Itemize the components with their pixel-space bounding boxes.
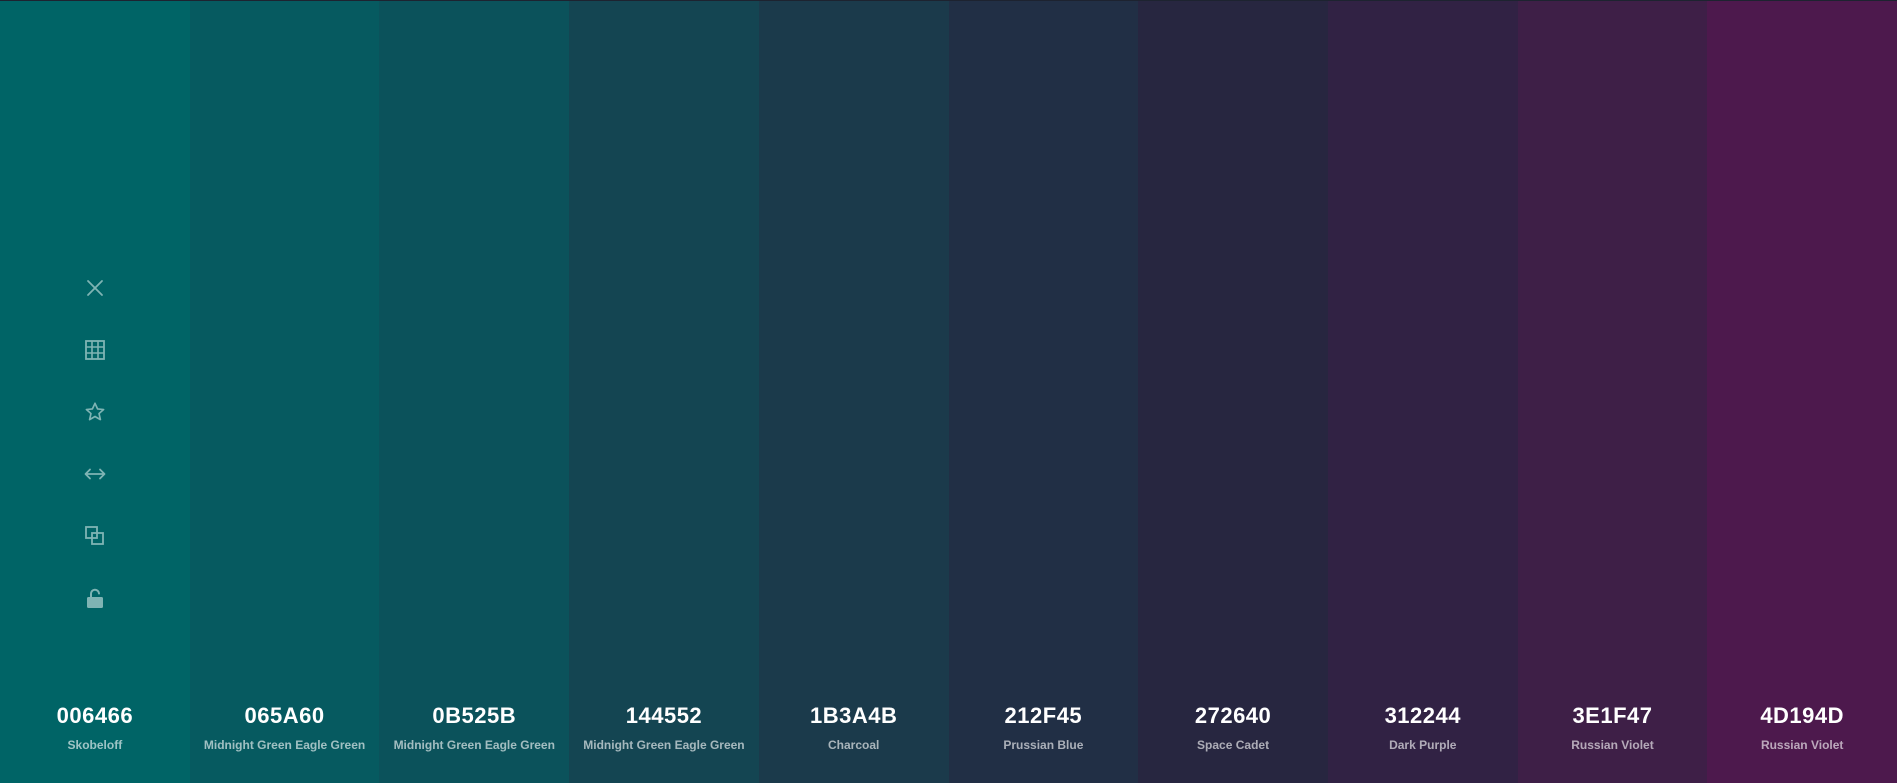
swatch-info: 065A60 Midnight Green Eagle Green (190, 701, 380, 753)
remove-color-button[interactable] (77, 270, 113, 306)
color-name: Russian Violet (1760, 738, 1844, 752)
swatch-info: 4D194D Russian Violet (1707, 701, 1897, 753)
swatch-1[interactable]: 006466 Skobeloff (0, 1, 190, 783)
hex-code[interactable]: 006466 (56, 703, 134, 728)
copy-icon (84, 526, 104, 545)
swatch-info: 0B525B Midnight Green Eagle Green (379, 701, 569, 753)
swatch-10[interactable]: 4D194D Russian Violet (1707, 1, 1897, 783)
swatch-info: 006466 Skobeloff (0, 701, 190, 753)
color-name: Midnight Green Eagle Green (583, 738, 745, 752)
swatch-8[interactable]: 312244 Dark Purple (1327, 1, 1518, 783)
drag-color-button[interactable] (77, 456, 113, 492)
swatch-info: 272640 Space Cadet (1138, 701, 1328, 753)
favorite-star-icon (85, 402, 105, 421)
view-shades-icon (84, 340, 105, 360)
color-name: Dark Purple (1389, 738, 1457, 752)
save-color-button[interactable] (77, 394, 113, 430)
hex-code[interactable]: 3E1F47 (1572, 703, 1653, 728)
hex-code[interactable]: 0B525B (432, 703, 517, 728)
swatch-info: 1B3A4B Charcoal (759, 701, 949, 753)
color-name: Midnight Green Eagle Green (203, 738, 366, 752)
toggle-lock-button[interactable] (77, 580, 113, 616)
copy-color-button[interactable] (77, 518, 113, 554)
swatch-info: 212F45 Prussian Blue (949, 701, 1139, 753)
swatch-toolbar (0, 270, 190, 642)
swatch-4[interactable]: 144552 Midnight Green Eagle Green (569, 1, 759, 783)
color-name: Russian Violet (1571, 738, 1654, 752)
hex-code[interactable]: 212F45 (1004, 703, 1083, 728)
swatch-info: 3E1F47 Russian Violet (1518, 701, 1708, 753)
hex-code[interactable]: 144552 (625, 703, 703, 728)
color-name: Skobeloff (67, 738, 123, 752)
hex-code[interactable]: 1B3A4B (809, 703, 898, 728)
color-name: Space Cadet (1197, 738, 1270, 752)
unlock-icon (86, 588, 103, 608)
swatch-9[interactable]: 3E1F47 Russian Violet (1517, 1, 1708, 783)
color-name: Midnight Green Eagle Green (393, 738, 555, 752)
swatch-3[interactable]: 0B525B Midnight Green Eagle Green (379, 1, 570, 783)
hex-code[interactable]: 312244 (1384, 703, 1461, 728)
drag-move-icon (84, 468, 106, 480)
swatch-2[interactable]: 065A60 Midnight Green Eagle Green (189, 1, 380, 783)
swatch-5[interactable]: 1B3A4B Charcoal (758, 1, 949, 783)
close-icon (86, 280, 103, 296)
view-shades-button[interactable] (77, 332, 113, 368)
color-name: Prussian Blue (1003, 738, 1084, 752)
swatch-info: 312244 Dark Purple (1328, 701, 1518, 753)
hex-code[interactable]: 065A60 (244, 703, 325, 728)
swatch-6[interactable]: 212F45 Prussian Blue (948, 1, 1139, 783)
swatch-info: 144552 Midnight Green Eagle Green (569, 701, 759, 753)
color-name: Charcoal (827, 738, 880, 752)
hex-code[interactable]: 272640 (1194, 703, 1272, 728)
swatch-7[interactable]: 272640 Space Cadet (1138, 1, 1328, 783)
hex-code[interactable]: 4D194D (1760, 703, 1845, 728)
